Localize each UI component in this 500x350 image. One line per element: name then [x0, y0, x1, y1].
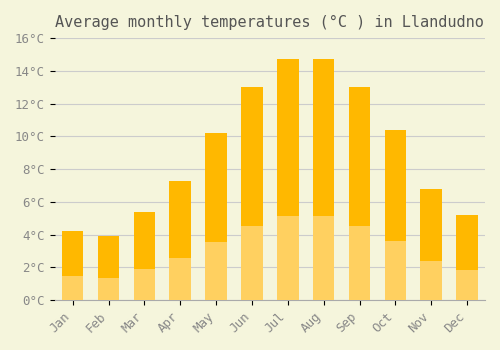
Bar — [241, 87, 262, 300]
Title: Average monthly temperatures (°C ) in Llandudno: Average monthly temperatures (°C ) in Ll… — [56, 15, 484, 30]
Bar — [384, 240, 406, 300]
Bar — [206, 133, 227, 300]
Bar — [62, 231, 84, 300]
Bar — [170, 181, 191, 300]
Bar — [313, 60, 334, 300]
Bar — [62, 276, 84, 300]
Bar — [277, 60, 298, 300]
Bar — [241, 226, 262, 300]
Bar — [206, 242, 227, 300]
Bar — [313, 216, 334, 300]
Bar — [348, 226, 370, 300]
Bar — [348, 87, 370, 300]
Bar — [134, 212, 155, 300]
Bar — [384, 130, 406, 300]
Bar — [98, 278, 120, 300]
Bar — [420, 189, 442, 300]
Bar — [420, 261, 442, 300]
Bar — [277, 216, 298, 300]
Bar — [456, 215, 478, 300]
Bar — [98, 236, 120, 300]
Bar — [134, 269, 155, 300]
Bar — [170, 258, 191, 300]
Bar — [456, 270, 478, 300]
